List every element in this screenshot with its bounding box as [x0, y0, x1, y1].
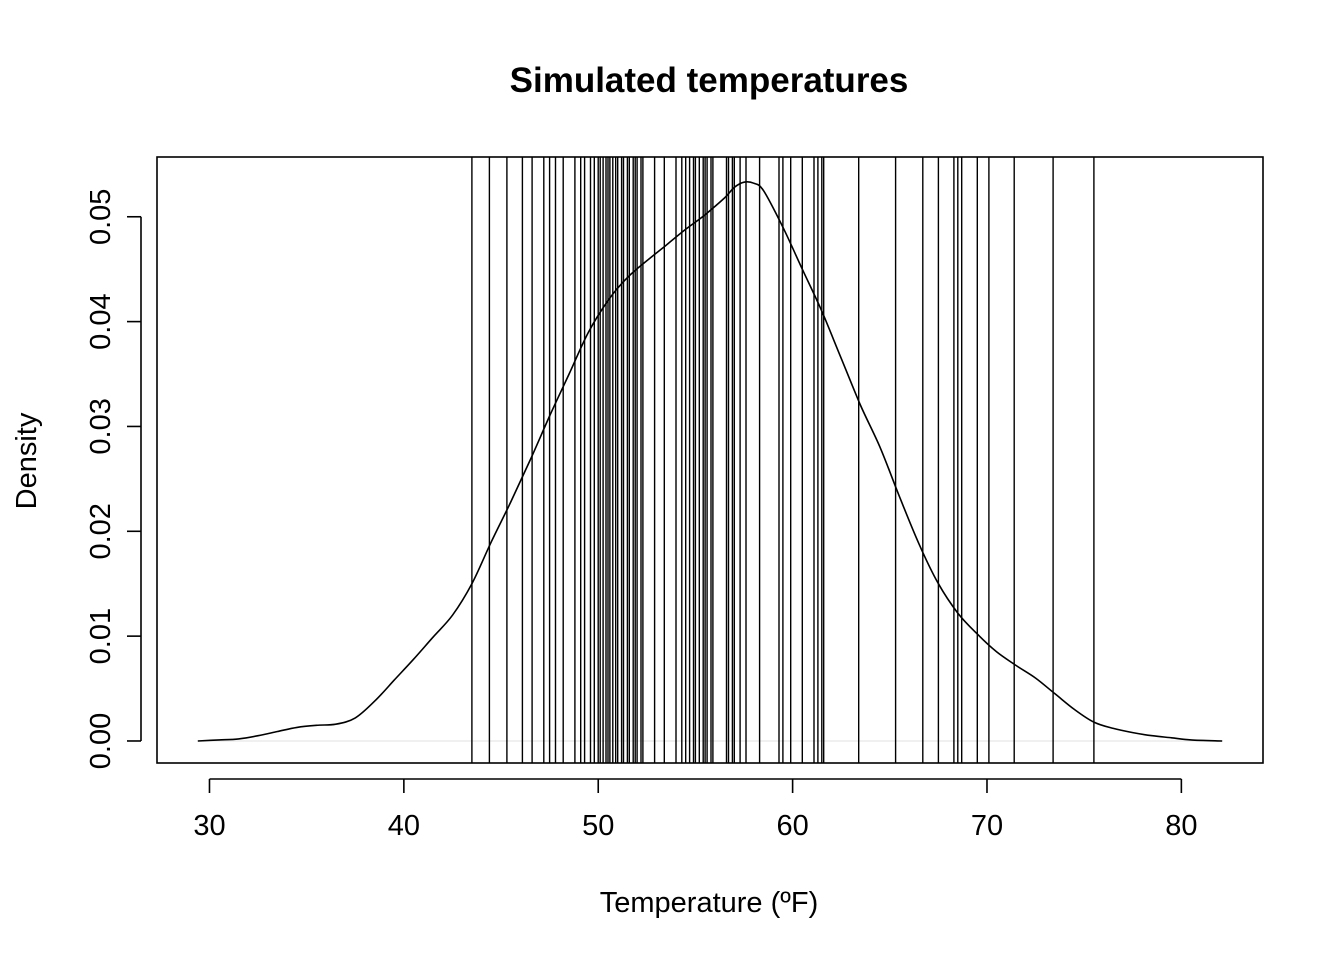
y-axis: 0.00 0.01 0.02 0.03 0.04 0.05 — [85, 189, 142, 769]
y-tick-label: 0.00 — [85, 713, 117, 769]
x-axis: 30 40 50 60 70 80 — [193, 778, 1197, 842]
density-curve — [197, 181, 1223, 742]
rug-marks — [471, 157, 1095, 763]
y-tick-label: 0.05 — [85, 189, 117, 245]
x-tick-label: 30 — [193, 810, 225, 842]
chart-title: Simulated temperatures — [510, 61, 909, 100]
x-tick-label: 70 — [971, 810, 1003, 842]
y-tick-label: 0.01 — [85, 608, 117, 664]
x-tick-label: 40 — [388, 810, 420, 842]
plot-frame — [156, 156, 1264, 764]
y-axis-label: Density — [11, 412, 43, 509]
y-tick-label: 0.04 — [85, 293, 117, 349]
x-tick-label: 80 — [1165, 810, 1197, 842]
x-axis-label: Temperature (ºF) — [600, 887, 818, 919]
y-tick-label: 0.03 — [85, 398, 117, 454]
x-tick-label: 60 — [776, 810, 808, 842]
y-tick-label: 0.02 — [85, 503, 117, 559]
x-tick-label: 50 — [582, 810, 614, 842]
